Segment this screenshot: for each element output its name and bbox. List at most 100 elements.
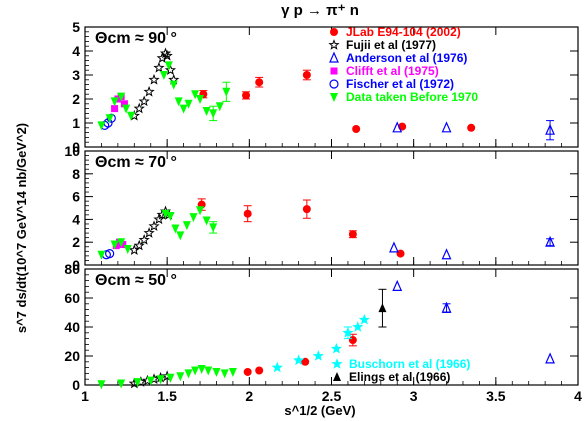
data-point — [123, 245, 132, 255]
legend: JLab E94-104 (2002)Fujii et al (1977)And… — [328, 25, 478, 104]
data-point — [545, 123, 555, 135]
data-point — [97, 380, 106, 390]
data-point — [243, 209, 252, 218]
data-point — [330, 342, 343, 354]
data-point — [117, 379, 126, 389]
data-point — [342, 326, 354, 338]
data-point — [348, 336, 357, 345]
data-point — [212, 367, 221, 377]
data-point — [358, 313, 370, 325]
data-point — [209, 223, 218, 233]
data-point — [179, 104, 188, 114]
data-point — [196, 206, 205, 216]
data-point — [352, 321, 364, 332]
data-point — [111, 105, 119, 113]
data-point — [156, 375, 165, 385]
y-axis-title: s^7 ds/dt(10^7 GeV^14 nb/GeV^2) — [14, 123, 29, 333]
x-tick-label: 1.5 — [157, 388, 177, 404]
series-anderson — [392, 279, 555, 364]
legend-marker — [329, 51, 339, 63]
y-tick-label: 10 — [64, 143, 80, 159]
data-point — [545, 352, 555, 364]
data-point — [176, 231, 185, 241]
y-tick-label: 20 — [64, 348, 80, 364]
series-before1970 — [97, 365, 237, 390]
data-point — [191, 90, 200, 100]
legend-label: Buschorn et al (1966) — [349, 357, 470, 371]
legend-marker — [333, 372, 341, 381]
data-point — [148, 73, 160, 85]
data-point — [148, 220, 160, 232]
data-point — [220, 369, 229, 379]
panel-2: 0 2 4 6 8 10 Θcm ≈ 70 ° — [64, 143, 579, 273]
y-tick-label: 2 — [72, 91, 80, 107]
data-point — [176, 372, 185, 382]
data-point — [105, 249, 115, 259]
legend-label: Data taken Before 1970 — [346, 90, 478, 104]
data-point — [378, 303, 387, 313]
data-point — [153, 213, 165, 225]
data-point — [133, 102, 145, 114]
data-point — [293, 354, 305, 366]
y-tick-label: 5 — [72, 19, 80, 35]
data-point — [271, 361, 283, 373]
x-tick-label: 3.5 — [486, 388, 506, 404]
data-point — [389, 241, 399, 253]
data-point — [164, 61, 173, 71]
data-point — [169, 80, 178, 90]
data-point — [97, 121, 106, 131]
panel-label: Θcm ≈ 90 ° — [95, 30, 177, 47]
data-point — [117, 92, 126, 102]
y-tick-label: 0 — [72, 257, 80, 273]
data-point — [396, 249, 405, 258]
data-point — [255, 366, 264, 375]
data-point — [202, 216, 211, 226]
data-point — [97, 250, 106, 260]
data-point — [146, 376, 155, 386]
legend: Buschorn et al (1966)Elings et al (1966) — [331, 357, 470, 384]
legend-marker — [331, 358, 343, 369]
x-tick-label: 3 — [410, 388, 418, 404]
data-point — [545, 235, 555, 247]
data-point — [352, 125, 361, 133]
y-tick-label: 8 — [72, 166, 80, 182]
data-point — [204, 366, 213, 376]
y-tick-label: 40 — [64, 319, 80, 335]
series-anderson — [389, 235, 555, 260]
data-point — [105, 114, 114, 124]
y-tick-label: 60 — [64, 290, 80, 306]
data-point — [441, 248, 452, 260]
x-tick-label: 1 — [81, 388, 89, 404]
data-point — [127, 111, 136, 121]
x-axis-title: s^1/2 (GeV) — [284, 403, 355, 418]
data-point — [159, 47, 172, 59]
data-point — [189, 213, 198, 223]
legend-marker — [328, 39, 340, 50]
data-point — [348, 230, 357, 239]
data-point — [441, 301, 452, 313]
y-tick-label: 0 — [72, 139, 80, 155]
data-point — [215, 102, 224, 112]
legend-label: JLab E94-104 (2002) — [346, 25, 461, 39]
data-point — [143, 227, 155, 238]
data-point — [222, 87, 231, 97]
series-before1970 — [97, 206, 218, 260]
data-point — [120, 100, 128, 108]
panel-1: 0 1 2 3 4 5 Θcm ≈ 90 ° JLab E94-104 (2002)Fujii… — [72, 19, 579, 155]
legend-marker — [330, 67, 338, 75]
data-point — [171, 224, 180, 234]
data-point — [243, 367, 252, 376]
y-tick-label: 3 — [72, 67, 80, 83]
data-point — [138, 95, 150, 107]
data-point — [184, 369, 193, 379]
data-point — [166, 211, 175, 221]
series-fujii — [128, 47, 180, 121]
data-point — [159, 71, 168, 80]
data-point — [302, 205, 311, 214]
series-anderson — [392, 120, 555, 141]
series-before1970 — [97, 61, 231, 131]
panel-label: Θcm ≈ 70 ° — [95, 154, 177, 171]
data-point — [138, 234, 150, 245]
y-tick-label: 2 — [72, 234, 80, 250]
